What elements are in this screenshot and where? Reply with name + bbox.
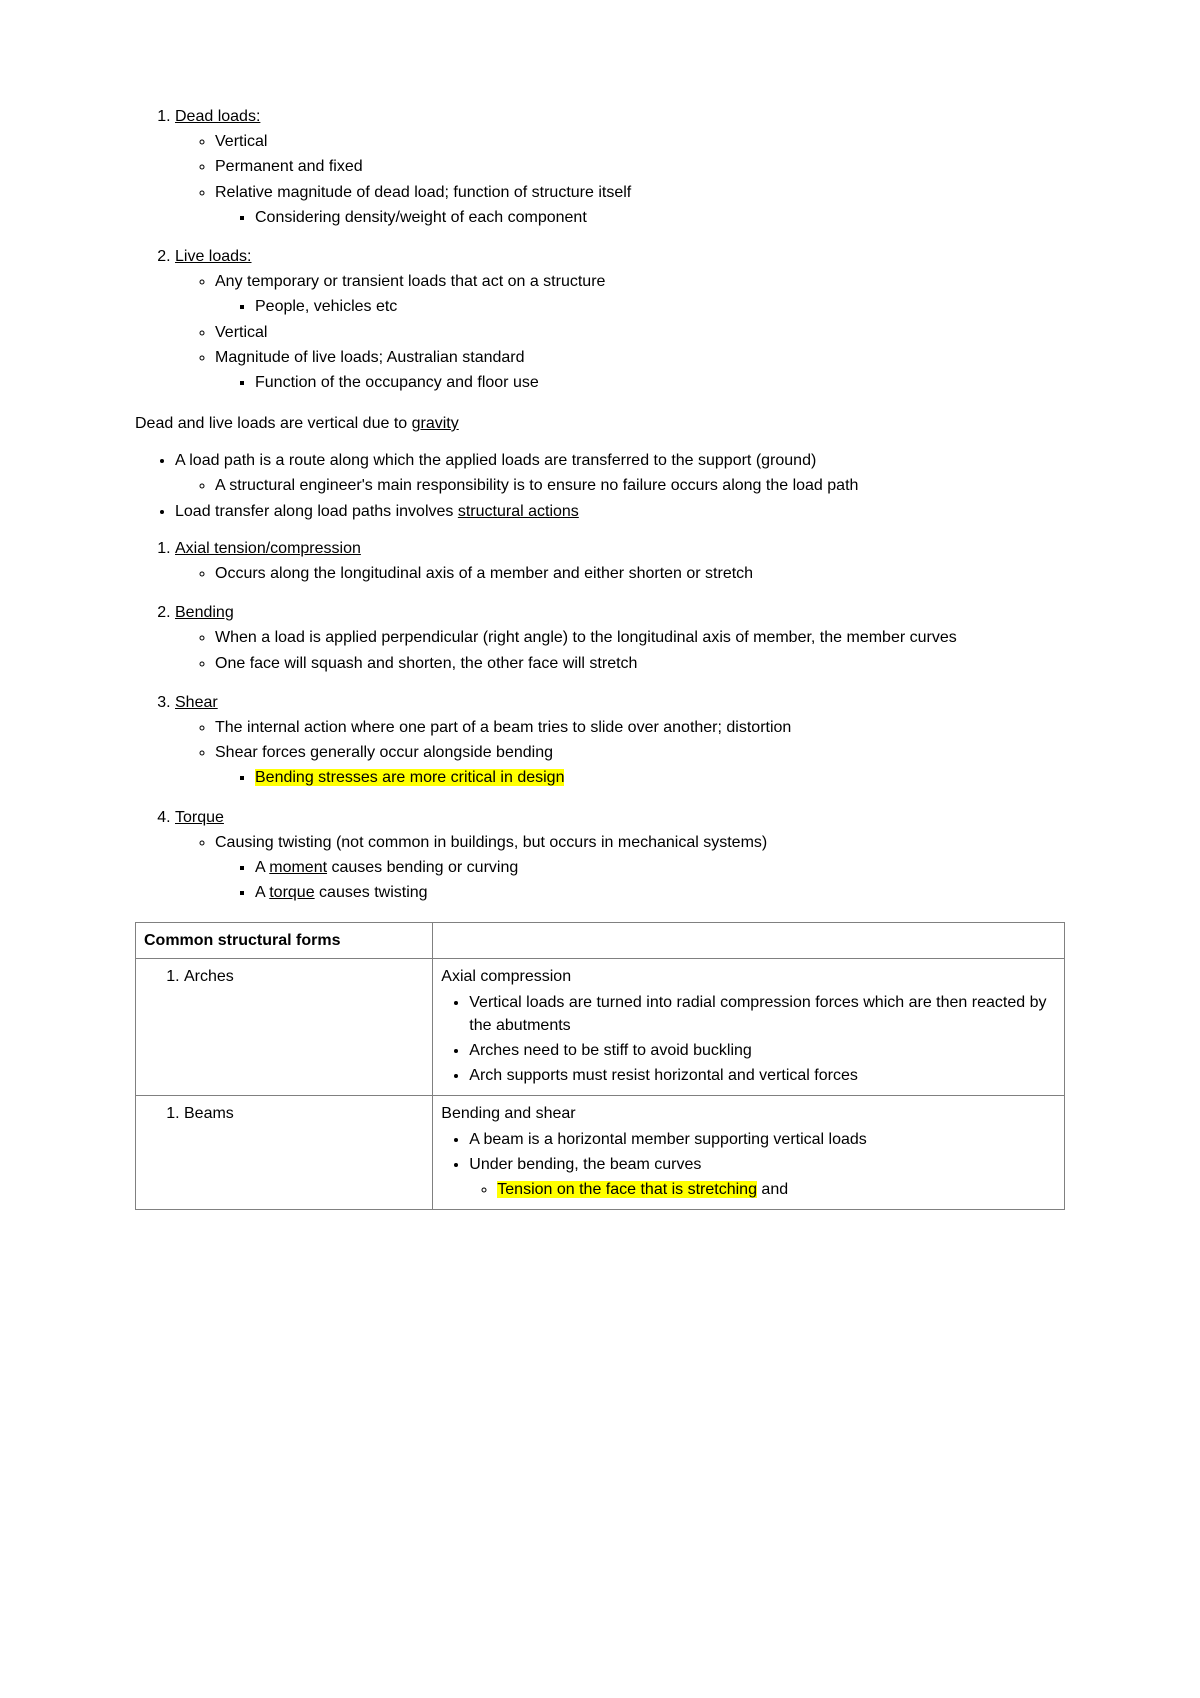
sublist: Vertical loads are turned into radial co… — [441, 991, 1056, 1088]
table-row: Arches Axial compression Vertical loads … — [136, 959, 1065, 1096]
sublist: A beam is a horizontal member supporting… — [441, 1128, 1056, 1202]
table-header-empty — [433, 923, 1065, 959]
list-item: The internal action where one part of a … — [215, 716, 1065, 739]
loadpath-list: A load path is a route along which the a… — [135, 449, 1065, 523]
sublist: The internal action where one part of a … — [175, 716, 1065, 790]
list-item: A load path is a route along which the a… — [175, 449, 1065, 497]
structural-forms-table: Common structural forms Arches Axial com… — [135, 922, 1065, 1210]
list-item: Shear forces generally occur alongside b… — [215, 741, 1065, 789]
text: Magnitude of live loads; Australian stan… — [215, 349, 525, 366]
text: Relative magnitude of dead load; functio… — [215, 184, 631, 201]
text: Shear forces generally occur alongside b… — [215, 744, 553, 761]
list-item: Tension on the face that is stretching a… — [497, 1178, 1056, 1201]
list-item: Occurs along the longitudinal axis of a … — [215, 562, 1065, 585]
sublist: Causing twisting (not common in building… — [175, 831, 1065, 905]
text: causes twisting — [315, 884, 428, 901]
list-item: Arches need to be stiff to avoid bucklin… — [469, 1039, 1056, 1062]
list-item: Magnitude of live loads; Australian stan… — [215, 346, 1065, 394]
axial-title: Axial tension/compression — [175, 540, 361, 557]
bending-item: Bending When a load is applied perpendic… — [175, 601, 1065, 675]
shear-title: Shear — [175, 694, 218, 711]
text: Load transfer along load paths involves — [175, 503, 458, 520]
sublist: When a load is applied perpendicular (ri… — [175, 626, 1065, 674]
list-item: When a load is applied perpendicular (ri… — [215, 626, 1065, 649]
sublist: A moment causes bending or curving A tor… — [215, 856, 1065, 904]
list-item: Vertical — [215, 321, 1065, 344]
list-item: Bending stresses are more critical in de… — [255, 766, 1065, 789]
text: Causing twisting (not common in building… — [215, 834, 767, 851]
list-item: Vertical loads are turned into radial co… — [469, 991, 1056, 1037]
dead-loads-item: Dead loads: Vertical Permanent and fixed… — [175, 105, 1065, 229]
list-item: A moment causes bending or curving — [255, 856, 1065, 879]
row-label-list: Arches — [144, 965, 424, 988]
sublist: Bending stresses are more critical in de… — [215, 766, 1065, 789]
beams-label: Beams — [184, 1102, 424, 1125]
sublist: People, vehicles etc — [215, 295, 1065, 318]
text: A — [255, 859, 269, 876]
list-item: Function of the occupancy and floor use — [255, 371, 1065, 394]
list-item: Permanent and fixed — [215, 155, 1065, 178]
table-header: Common structural forms — [136, 923, 433, 959]
list-item: Any temporary or transient loads that ac… — [215, 270, 1065, 318]
gravity-note: Dead and live loads are vertical due to … — [135, 412, 1065, 435]
dead-loads-title: Dead loads: — [175, 108, 260, 125]
sublist: Occurs along the longitudinal axis of a … — [175, 562, 1065, 585]
text: causes bending or curving — [327, 859, 518, 876]
sublist: Considering density/weight of each compo… — [215, 206, 1065, 229]
sublist: A structural engineer's main responsibil… — [175, 474, 1065, 497]
list-item: Under bending, the beam curves Tension o… — [469, 1153, 1056, 1201]
highlight: Bending stresses are more critical in de… — [255, 769, 564, 786]
actions-list: Axial tension/compression Occurs along t… — [135, 537, 1065, 904]
moment-underline: moment — [269, 859, 327, 876]
text: and — [757, 1181, 788, 1198]
row-label-list: Beams — [144, 1102, 424, 1125]
list-item: A structural engineer's main responsibil… — [215, 474, 1065, 497]
table-header-row: Common structural forms — [136, 923, 1065, 959]
beams-desc-cell: Bending and shear A beam is a horizontal… — [433, 1096, 1065, 1210]
list-item: Causing twisting (not common in building… — [215, 831, 1065, 905]
loads-list: Dead loads: Vertical Permanent and fixed… — [135, 105, 1065, 394]
list-item: Arch supports must resist horizontal and… — [469, 1064, 1056, 1087]
beams-label-cell: Beams — [136, 1096, 433, 1210]
arches-label: Arches — [184, 965, 424, 988]
bending-title: Bending — [175, 604, 234, 621]
arches-label-cell: Arches — [136, 959, 433, 1096]
list-item: Vertical — [215, 130, 1065, 153]
sublist: Tension on the face that is stretching a… — [469, 1178, 1056, 1201]
axial-item: Axial tension/compression Occurs along t… — [175, 537, 1065, 585]
gravity-underline: gravity — [412, 415, 459, 432]
highlight: Tension on the face that is stretching — [497, 1181, 757, 1198]
live-loads-title: Live loads: — [175, 248, 252, 265]
table-row: Beams Bending and shear A beam is a hori… — [136, 1096, 1065, 1210]
arches-desc-cell: Axial compression Vertical loads are tur… — [433, 959, 1065, 1096]
structural-actions-underline: structural actions — [458, 503, 579, 520]
list-item: Load transfer along load paths involves … — [175, 500, 1065, 523]
live-loads-sublist: Any temporary or transient loads that ac… — [175, 270, 1065, 394]
text: Under bending, the beam curves — [469, 1156, 701, 1173]
torque-item: Torque Causing twisting (not common in b… — [175, 806, 1065, 905]
list-item: A beam is a horizontal member supporting… — [469, 1128, 1056, 1151]
text: A load path is a route along which the a… — [175, 452, 816, 469]
list-item: A torque causes twisting — [255, 881, 1065, 904]
dead-loads-sublist: Vertical Permanent and fixed Relative ma… — [175, 130, 1065, 229]
lead-text: Bending and shear — [441, 1105, 575, 1122]
list-item: Considering density/weight of each compo… — [255, 206, 1065, 229]
shear-item: Shear The internal action where one part… — [175, 691, 1065, 790]
torque-title: Torque — [175, 809, 224, 826]
list-item: People, vehicles etc — [255, 295, 1065, 318]
text: Any temporary or transient loads that ac… — [215, 273, 605, 290]
sublist: Function of the occupancy and floor use — [215, 371, 1065, 394]
text: Dead and live loads are vertical due to — [135, 415, 412, 432]
list-item: Relative magnitude of dead load; functio… — [215, 181, 1065, 229]
list-item: One face will squash and shorten, the ot… — [215, 652, 1065, 675]
lead-text: Axial compression — [441, 968, 571, 985]
document-page: Dead loads: Vertical Permanent and fixed… — [0, 0, 1200, 1698]
text: A — [255, 884, 269, 901]
live-loads-item: Live loads: Any temporary or transient l… — [175, 245, 1065, 394]
torque-underline: torque — [269, 884, 314, 901]
